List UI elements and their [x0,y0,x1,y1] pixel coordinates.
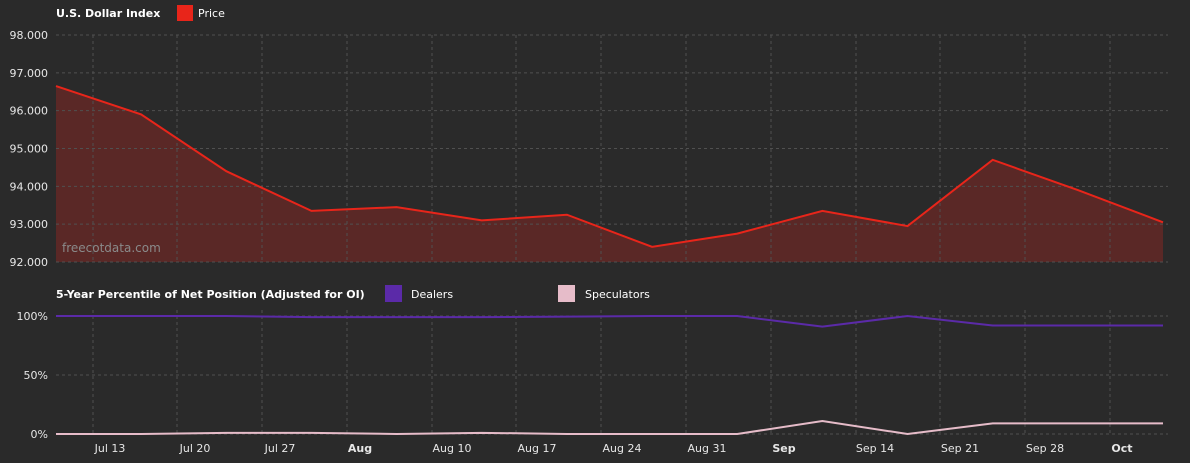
speculators-point[interactable] [1076,421,1080,425]
dealers-legend-swatch[interactable] [385,285,402,302]
price-y-tick-label: 95.000 [10,143,49,156]
x-tick-label: Sep 14 [856,442,894,455]
x-tick-label: Aug 31 [688,442,727,455]
price-legend-swatch[interactable] [177,5,193,21]
price-y-tick-label: 97.000 [10,67,49,80]
dealers-point[interactable] [1161,323,1165,327]
x-tick-label: Sep 21 [941,442,979,455]
speculators-point[interactable] [309,431,313,435]
x-tick-label: Aug 24 [603,442,642,455]
price-y-tick-label: 94.000 [10,180,49,193]
percentile-panel: 5-Year Percentile of Net Position (Adjus… [17,285,1168,455]
price-y-tick-label: 92.000 [10,256,49,269]
percentile-y-tick-label: 50% [24,369,48,382]
speculators-point[interactable] [54,432,58,436]
price-panel: U.S. Dollar Index Price 98.000 97.000 96.0… [10,5,1168,269]
price-y-tick-label: 93.000 [10,218,49,231]
dealers-point[interactable] [820,325,824,329]
price-point[interactable] [565,213,569,217]
price-point[interactable] [139,112,143,116]
speculators-point[interactable] [820,419,824,423]
dealers-point[interactable] [565,315,569,319]
price-legend-label[interactable]: Price [198,7,225,20]
price-point[interactable] [224,169,228,173]
speculators-point[interactable] [480,431,484,435]
dealers-point[interactable] [991,323,995,327]
dealers-point[interactable] [735,314,739,318]
dealers-point[interactable] [1076,323,1080,327]
x-tick-label: Aug 10 [433,442,472,455]
speculators-line[interactable] [56,420,1163,436]
dealers-point[interactable] [650,314,654,318]
speculators-point[interactable] [906,432,910,436]
percentile-y-tick-label: 100% [17,310,48,323]
speculators-point[interactable] [1161,421,1165,425]
speculators-point[interactable] [735,432,739,436]
x-tick-label: Jul 13 [94,442,126,455]
price-point[interactable] [309,209,313,213]
dealers-point[interactable] [906,314,910,318]
price-point[interactable] [395,205,399,209]
price-point[interactable] [1076,188,1080,192]
speculators-point[interactable] [565,432,569,436]
price-point[interactable] [991,158,995,162]
price-line[interactable] [55,85,1164,248]
x-tick-label: Sep 28 [1026,442,1064,455]
price-point[interactable] [1161,220,1165,224]
dealers-point[interactable] [480,315,484,319]
watermark: freecotdata.com [62,241,161,255]
dealers-point[interactable] [54,314,58,318]
price-point[interactable] [735,232,739,236]
percentile-y-tick-label: 0% [31,428,48,441]
percentile-grid [56,310,1168,435]
x-tick-label: Sep [772,442,795,455]
speculators-point[interactable] [650,432,654,436]
price-chart-title: U.S. Dollar Index [56,7,160,20]
speculators-legend-label[interactable]: Speculators [585,288,650,301]
speculators-point[interactable] [395,432,399,436]
x-tick-label: Jul 27 [264,442,296,455]
price-point[interactable] [480,218,484,222]
dealers-point[interactable] [395,315,399,319]
speculators-legend-swatch[interactable] [558,285,575,302]
price-y-tick-label: 96.000 [10,105,49,118]
dealers-point[interactable] [139,314,143,318]
speculators-point[interactable] [991,421,995,425]
x-tick-label: Aug [348,442,372,455]
percentile-chart-title: 5-Year Percentile of Net Position (Adjus… [56,288,365,301]
dealers-point[interactable] [309,315,313,319]
price-y-tick-label: 98.000 [10,29,49,42]
x-tick-label: Jul 20 [179,442,211,455]
price-point[interactable] [54,84,58,88]
speculators-point[interactable] [139,432,143,436]
dealers-point[interactable] [224,314,228,318]
dealers-line[interactable] [56,314,1163,328]
x-tick-label: Oct [1111,442,1132,455]
dealers-legend-label[interactable]: Dealers [411,288,453,301]
price-point[interactable] [820,209,824,213]
price-grid [56,34,1168,263]
price-point[interactable] [906,224,910,228]
price-area [56,86,1163,262]
price-point[interactable] [650,245,654,249]
x-tick-label: Aug 17 [518,442,557,455]
speculators-point[interactable] [224,431,228,435]
